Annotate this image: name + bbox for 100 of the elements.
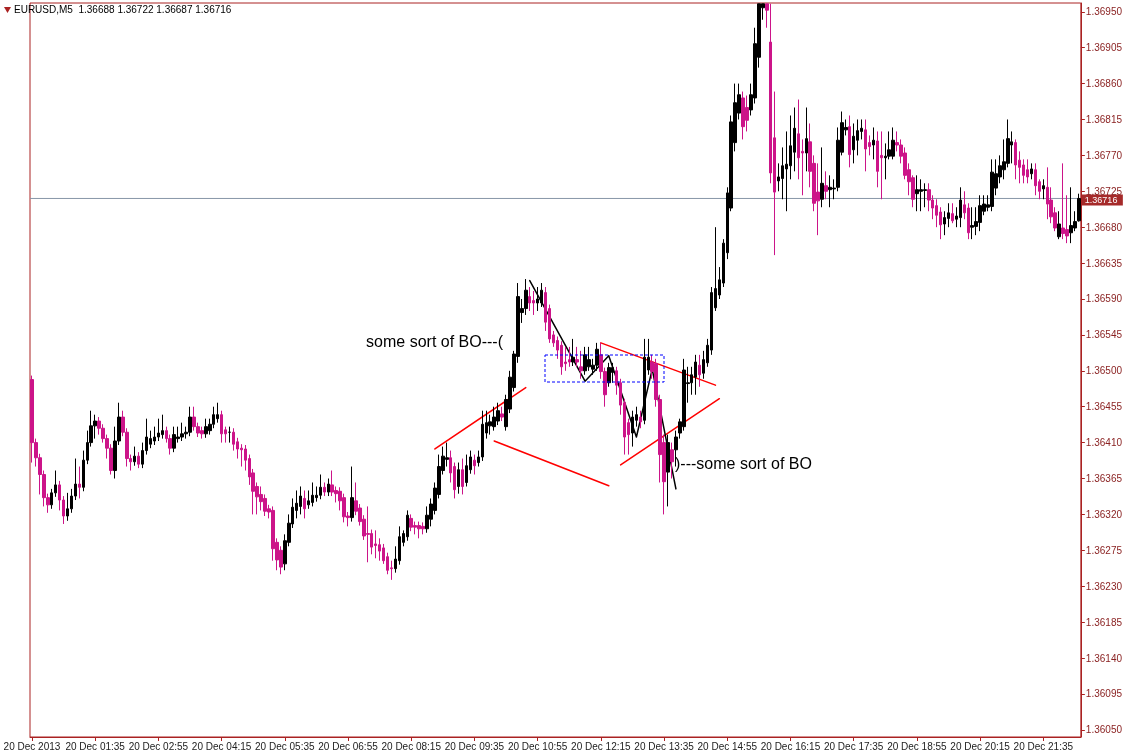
candlestick: [1046, 166, 1049, 220]
candlestick: [1034, 162, 1037, 196]
candlestick: [366, 505, 370, 563]
x-tick-label: 20 Dec 01:35: [65, 740, 126, 752]
y-tick-label: 1.36185: [1085, 616, 1123, 628]
x-tick-label: 20 Dec 16:15: [760, 740, 821, 752]
candlestick: [595, 342, 599, 372]
candlestick: [1057, 210, 1061, 240]
candlestick: [374, 529, 377, 559]
candlestick: [157, 418, 160, 442]
candlestick: [188, 406, 192, 437]
candlestick: [587, 346, 591, 372]
candlestick: [323, 481, 326, 497]
candlestick: [959, 186, 962, 228]
candlestick: [137, 451, 140, 469]
candlestick: [571, 338, 575, 367]
candlestick: [891, 126, 895, 160]
candlestick: [1030, 162, 1033, 180]
y-tick-label: 1.36500: [1085, 365, 1123, 377]
x-tick-label: 20 Dec 18:55: [887, 740, 948, 752]
candlestick: [919, 178, 923, 212]
y-tick-label: 1.36635: [1085, 257, 1123, 269]
candlestick: [500, 406, 504, 422]
candlestick: [311, 481, 314, 507]
y-tick-label: 1.36455: [1085, 401, 1123, 413]
candlestick: [172, 426, 176, 453]
candlestick: [568, 346, 571, 368]
candlestick: [990, 158, 994, 212]
candlestick: [915, 174, 919, 212]
candlestick: [303, 489, 306, 519]
candlestick: [536, 286, 539, 312]
y-tick-label: 1.36590: [1085, 293, 1123, 305]
candlestick: [848, 114, 851, 168]
candlestick: [951, 202, 954, 224]
y-tick-label: 1.36815: [1085, 113, 1123, 125]
x-tick-label: 20 Dec 20:15: [950, 740, 1011, 752]
candlestick: [805, 107, 808, 172]
x-tick-label: 20 Dec 2013: [3, 740, 61, 752]
candlestick: [133, 446, 136, 467]
x-tick-label: 20 Dec 21:35: [1013, 740, 1074, 752]
y-tick-label: 1.36140: [1085, 652, 1123, 664]
candlestick: [872, 126, 875, 160]
candlestick: [406, 509, 409, 542]
candlestick: [824, 170, 828, 200]
candlestick: [220, 410, 223, 444]
y-tick-label: 1.36410: [1085, 437, 1123, 449]
x-tick-label: 20 Dec 14:55: [697, 740, 758, 752]
candlestick: [409, 513, 413, 532]
y-tick-label: 1.36050: [1085, 724, 1123, 736]
candlestick: [560, 340, 563, 376]
candlestick: [228, 426, 231, 444]
candlestick: [923, 182, 927, 208]
y-tick-label: 1.36950: [1085, 6, 1123, 18]
candlestick: [66, 492, 69, 522]
candlestick: [417, 521, 421, 539]
candlestick: [1014, 138, 1017, 180]
candlestick: [611, 362, 614, 384]
candlestick: [1061, 162, 1065, 240]
x-tick-label: 20 Dec 12:15: [571, 740, 632, 752]
y-tick-label: 1.36230: [1085, 580, 1123, 592]
annotation: some sort of BO---(: [366, 332, 504, 350]
y-tick-label: 1.36905: [1085, 42, 1123, 54]
y-tick-label: 1.36095: [1085, 688, 1123, 700]
candlestick: [532, 290, 535, 316]
candlestick: [200, 426, 204, 440]
y-tick-label: 1.36725: [1085, 185, 1123, 197]
candlestick: [327, 478, 330, 497]
y-tick-label: 1.36770: [1085, 149, 1123, 161]
annotation: )---some sort of BO: [675, 454, 812, 472]
x-tick-label: 20 Dec 09:35: [444, 740, 505, 752]
candlestick: [1026, 158, 1029, 184]
y-tick-label: 1.36680: [1085, 221, 1123, 233]
candlestick: [880, 130, 883, 200]
candlestick: [204, 418, 208, 439]
candlestick: [457, 462, 460, 495]
candlestick: [461, 458, 464, 495]
candlestick: [828, 174, 832, 208]
x-tick-label: 20 Dec 17:35: [823, 740, 884, 752]
candlestick: [820, 146, 824, 208]
candlestick: [161, 414, 164, 440]
candlestick: [78, 466, 81, 499]
candlestick: [694, 354, 697, 396]
candlestick: [579, 350, 583, 380]
x-tick-label: 20 Dec 13:35: [634, 740, 695, 752]
x-tick-label: 20 Dec 06:55: [318, 740, 379, 752]
y-tick-label: 1.36365: [1085, 473, 1123, 484]
y-tick-label: 1.36320: [1085, 508, 1123, 520]
candlestick: [180, 422, 184, 442]
candlestick: [319, 474, 322, 500]
chart-title: EURUSD,M5 1.36688 1.36722 1.36687 1.36716: [14, 4, 232, 15]
candlestick: [698, 354, 701, 388]
candlestick: [864, 118, 867, 172]
candlestick: [639, 410, 642, 429]
x-tick-label: 20 Dec 05:35: [255, 740, 315, 752]
candlestick: [643, 338, 646, 425]
x-tick-label: 20 Dec 10:55: [507, 740, 568, 752]
candlestick: [465, 454, 468, 487]
candlestick: [299, 485, 302, 515]
candlestick: [492, 406, 496, 432]
candlestick: [216, 402, 219, 424]
